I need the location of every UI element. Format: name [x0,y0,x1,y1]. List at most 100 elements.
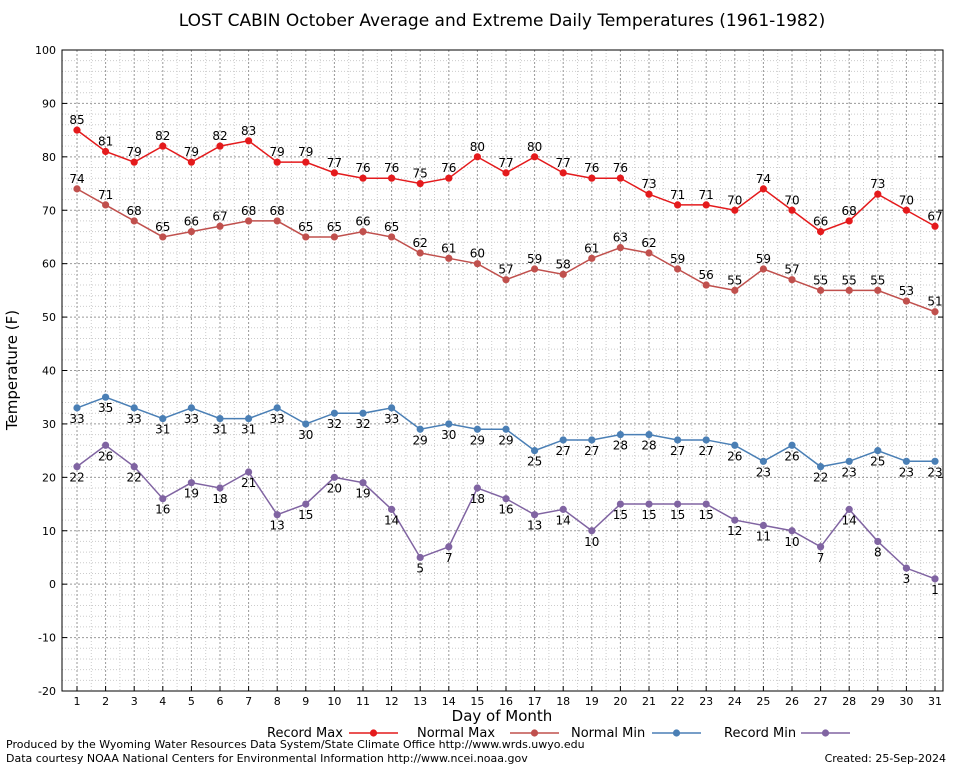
y-tick-label: 0 [49,578,56,591]
data-label-normal-max: 62 [641,236,656,250]
data-point-normal-min [931,457,939,465]
data-label-normal-min: 35 [98,401,113,415]
data-label-record-min: 1 [931,583,939,597]
data-point-normal-max [616,244,625,252]
y-tick-label: -20 [38,685,56,698]
data-label-normal-max: 55 [870,273,885,287]
y-tick-label: 30 [42,418,56,431]
data-point-normal-min [159,414,167,423]
data-point-normal-min [645,431,653,439]
data-label-record-min: 15 [613,508,628,522]
x-tick-label: 13 [413,695,427,708]
data-label-record-min: 10 [784,535,799,549]
y-tick-label: 20 [42,471,56,484]
data-label-normal-min: 31 [155,423,170,437]
data-label-normal-max: 65 [327,220,342,234]
x-axis-label: Day of Month [452,707,553,725]
data-point-record-max [473,153,481,161]
data-point-record-max [759,185,768,193]
x-tick-label: 3 [131,695,138,708]
series-line-record-max [76,129,936,233]
data-label-record-min: 5 [416,561,424,575]
data-label-normal-min: 27 [670,444,685,458]
x-tick-label: 28 [842,695,856,708]
data-point-record-min [817,543,825,551]
data-point-normal-max [702,281,710,289]
data-label-record-max: 73 [641,177,656,191]
x-tick-label: 14 [442,695,456,708]
data-label-normal-max: 63 [613,231,628,245]
data-point-record-max [445,174,453,182]
data-point-record-max [674,201,682,209]
data-label-normal-min: 30 [441,428,456,442]
data-label-record-min: 8 [874,545,882,559]
data-point-normal-max [788,276,796,284]
data-point-normal-max [102,201,110,209]
y-tick-label: 40 [42,365,56,378]
y-tick-label: -10 [38,632,56,645]
data-point-normal-min [302,420,310,428]
data-point-record-max [245,137,253,145]
data-point-record-max [817,228,825,236]
data-label-record-min: 15 [699,508,714,522]
data-point-normal-min [416,425,424,433]
data-point-normal-max [531,265,539,273]
data-point-normal-min [473,425,481,433]
data-point-normal-max [445,254,453,262]
data-label-normal-min: 30 [298,428,313,442]
data-point-normal-min [702,436,710,444]
y-tick-label: 80 [42,151,56,164]
data-label-normal-max: 66 [355,215,370,229]
data-label-record-min: 3 [903,572,911,586]
data-label-normal-min: 22 [813,471,828,485]
data-label-normal-min: 27 [556,444,571,458]
data-point-normal-max [245,217,253,225]
data-label-normal-min: 23 [927,465,942,479]
x-tick-label: 23 [699,695,713,708]
data-point-record-max [874,190,882,198]
data-point-record-max [302,158,310,166]
data-label-normal-max: 59 [756,252,771,266]
x-tick-label: 11 [356,695,370,708]
data-label-normal-max: 65 [155,220,170,234]
data-label-normal-min: 23 [756,465,771,479]
data-label-record-max: 76 [613,161,628,175]
legend-label-record-min: Record Min [724,726,796,741]
data-point-record-max [531,153,539,161]
data-label-normal-min: 23 [842,465,857,479]
data-label-record-min: 22 [69,471,84,485]
data-point-record-min [130,463,138,471]
data-point-normal-max [330,233,338,241]
data-label-normal-max: 68 [241,204,256,218]
data-point-normal-min [531,447,539,455]
data-label-record-max: 80 [527,140,542,154]
x-tick-label: 12 [385,695,399,708]
data-point-record-min [616,500,625,508]
data-point-record-min [359,479,367,487]
data-label-record-max: 83 [241,124,256,138]
data-point-record-max [645,190,653,198]
data-label-record-max: 71 [699,188,714,202]
data-label-record-min: 15 [641,508,656,522]
data-label-normal-max: 74 [69,172,84,186]
data-label-normal-min: 29 [498,433,513,447]
data-point-record-max [359,174,367,182]
data-point-record-min [473,484,481,492]
data-point-record-min [502,495,510,503]
legend: Record Max Normal Max Normal Min Record Min [267,726,850,741]
data-point-normal-max [902,297,911,305]
data-point-normal-min [559,436,567,444]
x-tick-label: 1 [74,695,81,708]
y-tick-label: 90 [42,97,56,110]
data-label-normal-max: 59 [527,252,542,266]
data-label-record-min: 15 [298,508,313,522]
data-point-normal-min [273,404,281,412]
data-label-record-min: 19 [184,487,199,501]
data-label-normal-min: 31 [241,423,256,437]
data-label-normal-min: 33 [127,412,142,426]
data-label-record-max: 73 [870,177,885,191]
data-label-normal-max: 59 [670,252,685,266]
data-point-record-min [931,575,939,583]
